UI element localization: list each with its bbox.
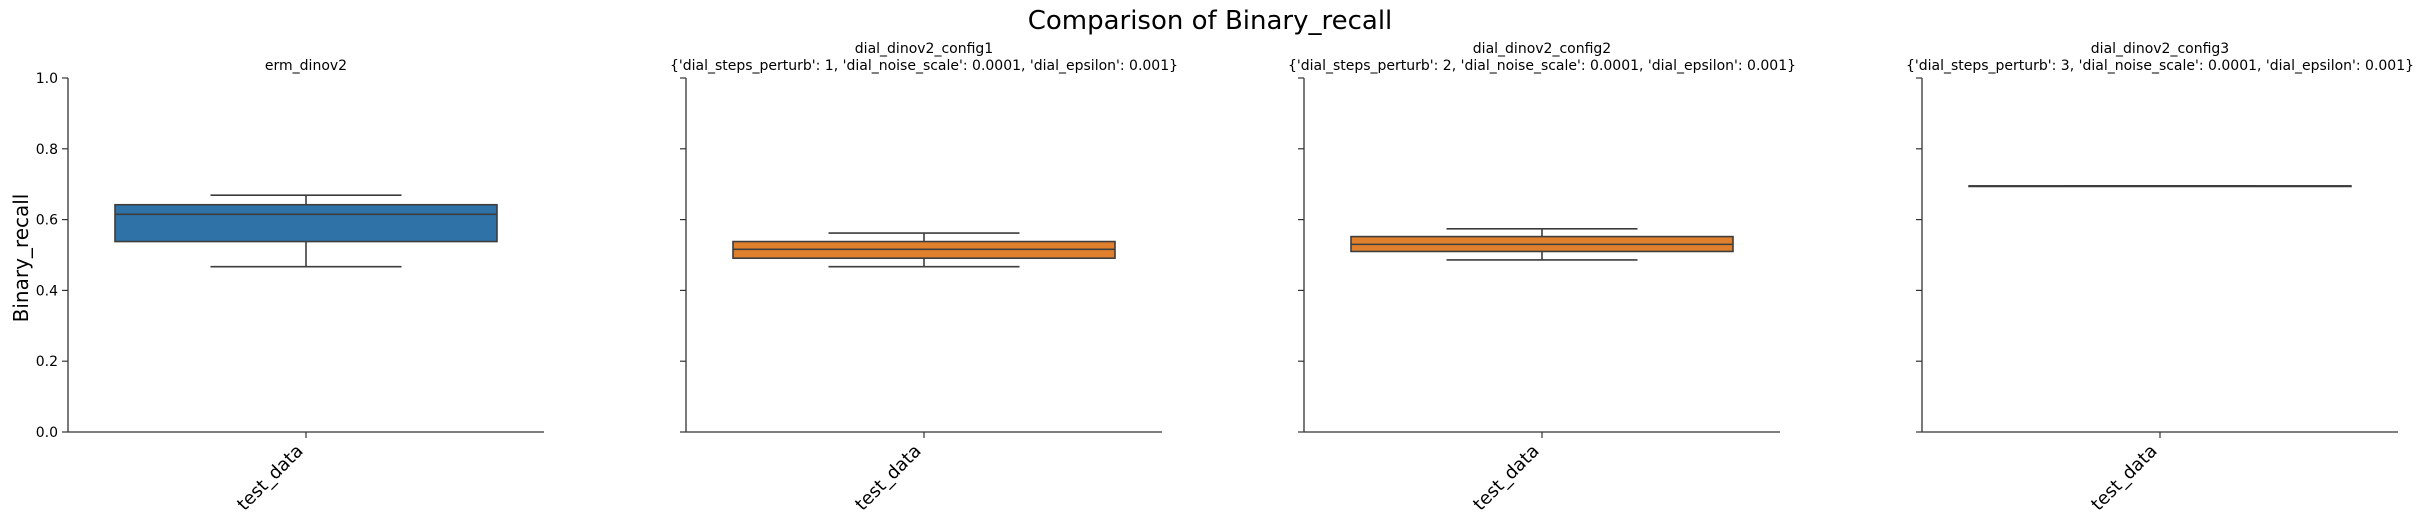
subplot-3: test_data dial_dinov2_config2{'dial_steps…	[1288, 41, 1796, 515]
subplot-title: erm_dinov2	[265, 58, 347, 74]
subplot-4: test_data dial_dinov2_config3{'dial_steps…	[1906, 41, 2414, 515]
subplot-grid: 0.00.20.40.60.81.0test_dataerm_dinov2tes…	[36, 41, 2414, 515]
figure-title: Comparison of Binary_recall	[1028, 6, 1393, 36]
x-tick-label: test_data	[2087, 441, 2161, 515]
subplot-title: dial_dinov2_config2	[1473, 41, 1611, 57]
figure-ylabel: Binary_recall	[9, 194, 33, 323]
subplot-subtitle: {'dial_steps_perturb': 1, 'dial_noise_sc…	[670, 58, 1178, 74]
subplot-title: dial_dinov2_config1	[855, 41, 993, 57]
y-tick-label: 1.0	[36, 71, 58, 87]
subplot-subtitle: {'dial_steps_perturb': 3, 'dial_noise_sc…	[1906, 58, 2414, 74]
y-tick-label: 0.4	[36, 283, 58, 299]
y-tick-label: 0.0	[36, 425, 58, 441]
subplot-subtitle: {'dial_steps_perturb': 2, 'dial_noise_sc…	[1288, 58, 1796, 74]
y-tick-label: 0.8	[36, 142, 58, 158]
subplot-title: dial_dinov2_config3	[2091, 41, 2229, 57]
y-tick-label: 0.2	[36, 354, 58, 370]
x-tick-label: test_data	[1469, 441, 1543, 515]
x-tick-label: test_data	[851, 441, 925, 515]
subplot-1: 0.0 0.2 0.4 0.6 0.8 1.0 test_data erm_dinov2	[36, 58, 544, 515]
x-tick-label: test_data	[233, 441, 307, 515]
y-tick-label: 0.6	[36, 213, 58, 229]
iqr-box	[114, 203, 498, 243]
subplot-2: test_data dial_dinov2_config1{'dial_steps…	[670, 41, 1178, 515]
